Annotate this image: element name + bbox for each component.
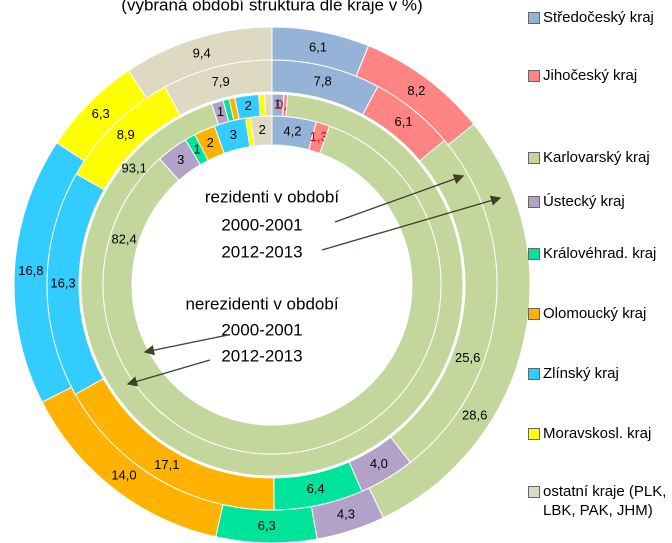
ring-slice xyxy=(80,94,464,477)
annotation: 2012-2013 xyxy=(221,346,302,365)
legend-label: Královéhrad. kraj xyxy=(543,245,657,262)
data-label: 7,9 xyxy=(212,74,230,89)
legend-label: Jihočeský kraj xyxy=(543,67,638,84)
data-label: 2 xyxy=(245,98,252,113)
annotation: 2000-2001 xyxy=(221,320,302,339)
legend-item: Ústecký kraj xyxy=(528,192,668,211)
data-label: 7,8 xyxy=(314,74,332,89)
legend-swatch xyxy=(528,12,540,24)
legend-swatch xyxy=(528,486,540,498)
data-label: 4,3 xyxy=(337,506,355,521)
data-label: 9,4 xyxy=(193,45,211,60)
legend-swatch xyxy=(528,248,540,260)
data-label: 6,3 xyxy=(92,106,110,121)
data-label: 1 xyxy=(274,97,281,112)
annotation: 2012-2013 xyxy=(221,242,302,261)
legend-swatch xyxy=(528,428,540,440)
data-label: 17,1 xyxy=(154,457,179,472)
data-label: 14,0 xyxy=(111,467,136,482)
data-label: 1 xyxy=(194,141,201,156)
data-label: 2 xyxy=(207,135,214,150)
data-label: 25,6 xyxy=(455,350,480,365)
ring-slice xyxy=(250,115,273,147)
chart-title: (vybraná období struktura dle kraje v %) xyxy=(121,0,422,14)
annotation: 2000-2001 xyxy=(221,215,302,234)
legend-label: Karlovarský kraj xyxy=(543,149,650,166)
ring-slice xyxy=(164,59,273,116)
legend-item: Karlovarský kraj xyxy=(528,148,668,167)
data-label: 8,9 xyxy=(117,127,135,142)
data-label: 1 xyxy=(217,104,224,119)
legend-item: ostatní kraje (PLK, LBK, PAK, JHM) xyxy=(528,482,668,520)
data-label: 16,3 xyxy=(50,275,75,290)
legend-label: Olomoucký kraj xyxy=(543,305,647,322)
data-label: 3 xyxy=(230,127,237,142)
legend-item: Moravskosl. kraj xyxy=(528,424,668,443)
data-label: 6,4 xyxy=(307,481,325,496)
data-label: 3 xyxy=(177,152,184,167)
legend-label: Středočeský kraj xyxy=(543,9,654,26)
legend-swatch xyxy=(528,70,540,82)
legend-label: Moravskosl. kraj xyxy=(543,425,652,442)
data-label: 93,1 xyxy=(122,161,147,176)
legend-item: Olomoucký kraj xyxy=(528,304,668,323)
arrows xyxy=(126,174,502,387)
data-label: 28,6 xyxy=(462,408,487,423)
data-label: 82,4 xyxy=(111,232,136,247)
legend-item: Středočeský kraj xyxy=(528,8,668,27)
ring-slice xyxy=(264,93,273,117)
data-label: 2 xyxy=(259,122,266,137)
data-label: 4,0 xyxy=(370,456,388,471)
legend-label: ostatní kraje (PLK, LBK, PAK, JHM) xyxy=(543,483,667,519)
data-label: 6,3 xyxy=(258,518,276,533)
legend-item: Zlínský kraj xyxy=(528,364,668,383)
ring-slice xyxy=(102,125,442,455)
legend-swatch xyxy=(528,196,540,208)
data-label: 4,2 xyxy=(283,123,301,138)
legend-swatch xyxy=(528,368,540,380)
data-label: 6,1 xyxy=(309,39,327,54)
data-label: 1,3 xyxy=(310,129,328,144)
legend-label: Ústecký kraj xyxy=(543,193,625,210)
data-label: 8,2 xyxy=(407,83,425,98)
legend-label: Zlínský kraj xyxy=(543,365,619,382)
legend-item: Královéhrad. kraj xyxy=(528,244,668,263)
legend-item: Jihočeský kraj xyxy=(528,66,668,85)
data-label: 16,8 xyxy=(18,263,43,278)
data-label: 6,1 xyxy=(395,114,413,129)
legend-swatch xyxy=(528,308,540,320)
legend-swatch xyxy=(528,152,540,164)
annotation: rezidenti v období xyxy=(205,187,339,206)
annotation: nerezidenti v období xyxy=(185,294,338,313)
